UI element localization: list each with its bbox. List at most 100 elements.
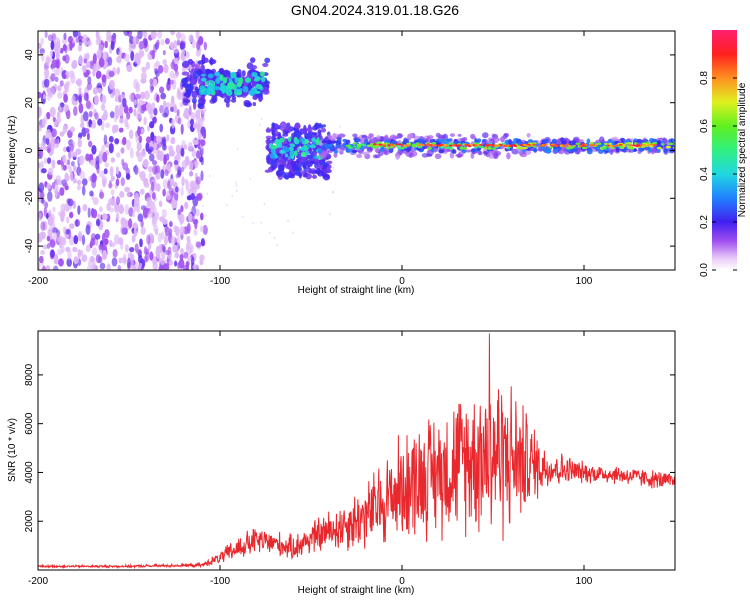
heatmap-cell (229, 83, 237, 90)
heatmap-cell (114, 88, 121, 98)
heatmap-cell (474, 146, 478, 149)
heatmap-cell (129, 92, 134, 102)
heatmap-cell (162, 143, 167, 151)
heatmap-cell (195, 49, 201, 57)
heatmap-cell (85, 244, 91, 253)
heatmap-cell (197, 102, 202, 109)
colorbar-label: Normalized spectral amplitude (737, 82, 748, 217)
heatmap-cell (213, 85, 220, 91)
heatmap-cell (612, 138, 617, 142)
heatmap-cell (166, 134, 170, 142)
heatmap-cell (138, 40, 145, 50)
heatmap-cell (104, 229, 110, 239)
heatmap-cell (190, 256, 195, 268)
heatmap-cell (181, 71, 190, 76)
heatmap-cell (279, 150, 286, 154)
heatmap-cell (58, 258, 64, 267)
heatmap-cell (322, 124, 326, 128)
heatmap-cell (102, 151, 108, 163)
heatmap-cell (329, 146, 335, 151)
heatmap-cell (97, 118, 103, 126)
heatmap-cell (483, 147, 488, 150)
heatmap-cell (285, 147, 291, 153)
heatmap-cell (421, 144, 425, 147)
heatmap-cell (145, 61, 151, 70)
heatmap-cell (169, 106, 175, 113)
heatmap-cell (353, 145, 357, 148)
heatmap-cell (199, 254, 205, 262)
heatmap-cell (195, 31, 200, 40)
top-x-axis-title: Height of straight line (km) (298, 285, 415, 296)
heatmap-cell (279, 159, 286, 166)
heatmap-cell (522, 149, 526, 153)
heatmap-cell (666, 146, 671, 149)
heatmap-cell (231, 195, 233, 198)
heatmap-cell (128, 106, 133, 114)
heatmap-cell (163, 154, 168, 166)
heatmap-cell (183, 112, 187, 118)
heatmap-cell (252, 222, 254, 225)
heatmap-cell (69, 223, 75, 229)
heatmap-cell (139, 238, 143, 248)
heatmap-cell (171, 199, 178, 209)
heatmap-cell (566, 149, 572, 153)
heatmap-cell (149, 121, 155, 129)
heatmap-cell (395, 143, 400, 146)
heatmap-cell (411, 143, 416, 147)
heatmap-cell (160, 92, 167, 100)
heatmap-cell (166, 163, 171, 172)
heatmap-cell (352, 133, 358, 138)
heatmap-cell (238, 77, 244, 84)
heatmap-cell (597, 142, 602, 145)
heatmap-cell (260, 118, 263, 121)
heatmap-cell (82, 66, 87, 73)
heatmap-cell (274, 138, 280, 145)
heatmap-cell (190, 79, 197, 85)
heatmap-cell (108, 179, 112, 189)
heatmap-cell (192, 218, 199, 225)
heatmap-cell (522, 143, 527, 146)
heatmap-cell (259, 71, 265, 77)
heatmap-cell (134, 93, 141, 100)
heatmap-cell (129, 147, 134, 159)
heatmap-cell (161, 244, 166, 251)
heatmap-cell (49, 239, 56, 248)
heatmap-cell (562, 145, 566, 147)
heatmap-cell (86, 82, 93, 91)
heatmap-cell (482, 150, 490, 155)
heatmap-cell (462, 149, 466, 154)
heatmap-cell (70, 171, 74, 182)
heatmap-cell (173, 40, 178, 49)
heatmap-cell (646, 144, 651, 147)
heatmap-cell (566, 143, 570, 146)
heatmap-cell (345, 139, 351, 145)
heatmap-cell (506, 152, 511, 160)
heatmap-cell (109, 200, 116, 207)
heatmap-cell (78, 55, 83, 65)
heatmap-cell (70, 160, 75, 167)
heatmap-cell (103, 134, 108, 145)
heatmap-cell (370, 144, 375, 147)
heatmap-cell (191, 205, 197, 217)
heatmap-cell (100, 103, 106, 111)
heatmap-cell (110, 175, 115, 182)
heatmap-cell (307, 154, 313, 160)
heatmap-cell (195, 150, 201, 159)
heatmap-cell (134, 164, 139, 176)
heatmap-cell (489, 150, 497, 155)
heatmap-cell (52, 206, 56, 213)
heatmap-cell (63, 104, 69, 112)
heatmap-cell (202, 204, 204, 207)
heatmap-cell (376, 135, 381, 141)
heatmap-cell (126, 64, 133, 73)
heatmap-cell (279, 121, 287, 129)
heatmap-cell (91, 144, 97, 155)
heatmap-cell (82, 204, 88, 212)
heatmap-cell (38, 162, 41, 169)
heatmap-cell (202, 57, 209, 63)
heatmap-cell (253, 78, 260, 82)
heatmap-cell (230, 71, 237, 79)
spectrogram-heatmap (38, 31, 675, 270)
heatmap-cell (378, 143, 383, 146)
heatmap-cell (407, 133, 414, 139)
